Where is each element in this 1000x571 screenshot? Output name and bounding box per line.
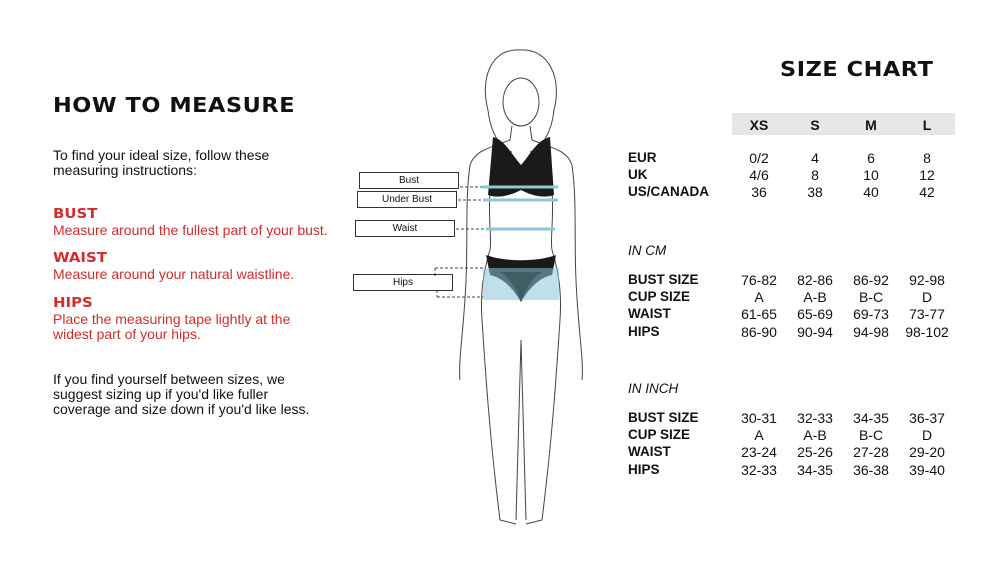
table-cell: 12	[919, 167, 935, 184]
table-cell: 0/2	[749, 150, 769, 166]
waist-heading: WAIST	[53, 251, 107, 266]
size-header-xs: XS	[749, 117, 769, 133]
table-cell: 69-73	[853, 306, 889, 323]
bottom-overlap	[500, 272, 542, 302]
table-cell: B-C	[858, 427, 884, 444]
table-cell: D	[921, 289, 933, 306]
intro-text: To find your ideal size, follow these me…	[53, 148, 269, 178]
table-cell: 90-94	[797, 323, 833, 340]
guide-lines	[434, 186, 486, 298]
row-label: BUST SIZE	[628, 272, 699, 287]
table-cell: A-B	[803, 289, 827, 306]
size-header-l: L	[922, 117, 932, 133]
row-label: WAIST	[628, 306, 671, 322]
table-cell: 82-86	[797, 272, 833, 288]
table-cell: 40	[863, 184, 879, 201]
table-cell: 36	[751, 184, 767, 201]
size-header-m: M	[865, 117, 877, 133]
note-line: suggest sizing up if you'd like fuller	[53, 386, 269, 402]
inch-heading: IN INCH	[628, 381, 679, 396]
row-label: UK	[628, 167, 648, 183]
size-header-bar	[732, 113, 955, 135]
cm-heading: IN CM	[628, 243, 667, 258]
row-label: BUST SIZE	[628, 410, 699, 425]
table-cell: D	[921, 427, 933, 444]
table-cell: 25-26	[797, 444, 833, 461]
row-label: HIPS	[628, 323, 660, 339]
hips-text: Place the measuring tape lightly at the …	[53, 312, 290, 342]
row-label: CUP SIZE	[628, 289, 691, 305]
row-label: WAIST	[628, 444, 671, 460]
table-cell: 8	[923, 150, 931, 166]
table-cell: 29-20	[909, 444, 945, 461]
hips-line: widest part of your hips.	[53, 326, 201, 342]
table-cell: 34-35	[853, 410, 889, 426]
how-to-measure-title: HOW TO MEASURE	[53, 93, 296, 117]
bust-heading: BUST	[53, 207, 98, 222]
waist-label: Waist	[355, 220, 455, 237]
table-cell: 32-33	[741, 461, 777, 478]
intro-line: measuring instructions:	[53, 162, 197, 178]
table-cell: 98-102	[905, 323, 949, 340]
under-bust-label: Under Bust	[357, 191, 457, 208]
bra-shape	[488, 137, 554, 197]
table-cell: 36-38	[853, 461, 889, 478]
row-label: US/CANADA	[628, 184, 709, 200]
table-cell: 86-90	[741, 323, 777, 340]
intro-line: To find your ideal size, follow these	[53, 147, 270, 163]
table-cell: 27-28	[853, 444, 889, 461]
table-cell: A-B	[803, 427, 827, 444]
row-label: CUP SIZE	[628, 427, 691, 443]
table-cell: 86-92	[853, 272, 889, 288]
table-cell: 10	[863, 167, 879, 184]
table-cell: 23-24	[741, 444, 777, 461]
table-cell: 6	[867, 150, 875, 166]
table-cell: 4	[811, 150, 819, 166]
tape-lines	[482, 185, 558, 231]
table-cell: 32-33	[797, 410, 833, 426]
table-cell: 42	[919, 184, 935, 201]
waist-text: Measure around your natural waistline.	[53, 266, 295, 282]
table-cell: 34-35	[797, 461, 833, 478]
size-chart-title: SIZE CHART	[780, 57, 934, 81]
note-line: If you find yourself between sizes, we	[53, 371, 285, 387]
table-cell: 73-77	[909, 306, 945, 323]
bust-label: Bust	[359, 172, 459, 189]
hips-label: Hips	[353, 274, 453, 291]
sizing-note: If you find yourself between sizes, we s…	[53, 372, 309, 417]
hips-heading: HIPS	[53, 296, 93, 311]
table-cell: A	[754, 289, 764, 306]
table-cell: 39-40	[909, 461, 945, 478]
size-header-s: S	[810, 117, 820, 133]
note-line: coverage and size down if you'd like les…	[53, 401, 310, 417]
bust-text: Measure around the fullest part of your …	[53, 222, 328, 238]
table-cell: 4/6	[749, 167, 769, 184]
table-cell: 65-69	[797, 306, 833, 323]
row-label: HIPS	[628, 461, 660, 477]
body-figure-illustration	[434, 49, 583, 525]
table-cell: 8	[811, 167, 819, 184]
table-cell: 92-98	[909, 272, 945, 288]
row-label: EUR	[628, 150, 657, 165]
table-cell: 38	[807, 184, 823, 201]
table-cell: 61-65	[741, 306, 777, 323]
table-cell: 36-37	[909, 410, 945, 426]
table-cell: B-C	[858, 289, 884, 306]
table-cell: 76-82	[741, 272, 777, 288]
table-cell: 30-31	[741, 410, 777, 426]
table-cell: A	[754, 427, 764, 444]
hips-line: Place the measuring tape lightly at the	[53, 311, 291, 327]
table-cell: 94-98	[853, 323, 889, 340]
